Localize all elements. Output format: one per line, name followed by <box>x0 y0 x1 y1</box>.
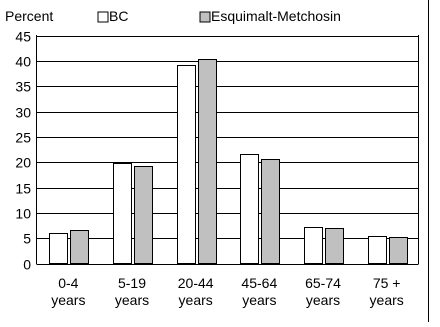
bar-esquimalt-metchosin-3 <box>261 159 280 264</box>
bar-bc-5 <box>368 236 387 264</box>
legend: BC Esquimalt-Metchosin <box>97 8 341 24</box>
y-tick-label: 40 <box>15 54 31 70</box>
bar-esquimalt-metchosin-4 <box>325 228 344 264</box>
legend-label-esquimalt-metchosin: Esquimalt-Metchosin <box>211 8 341 24</box>
bar-esquimalt-metchosin-0 <box>70 230 89 264</box>
y-tick-label: 25 <box>15 130 31 146</box>
y-axis-label: Percent <box>5 8 53 24</box>
x-tick-label: years <box>51 292 85 308</box>
x-tick-label: 75 + <box>373 275 401 291</box>
y-tick-label: 5 <box>23 231 31 247</box>
x-tick-label: 20-44 <box>178 275 214 291</box>
x-tick-label: 65-74 <box>305 275 341 291</box>
y-tick-label: 20 <box>15 155 31 171</box>
bar-bc-3 <box>240 154 259 264</box>
bar-bc-2 <box>177 65 196 264</box>
gridlines <box>36 36 419 265</box>
bar-esquimalt-metchosin-2 <box>198 59 217 264</box>
x-tick-label: years <box>370 292 404 308</box>
y-tick-label: 30 <box>15 105 31 121</box>
y-tick-label: 35 <box>15 79 31 95</box>
x-tick-label: years <box>115 292 149 308</box>
x-tick-label: 0-4 <box>58 275 78 291</box>
bar-bc-0 <box>49 233 68 264</box>
y-tick-label: 0 <box>23 257 31 273</box>
y-tick-labels: 0 5 10 15 20 25 30 35 40 45 <box>15 29 31 273</box>
bar-esquimalt-metchosin-5 <box>389 237 408 264</box>
x-tick-label: 45-64 <box>241 275 277 291</box>
y-tick-label: 15 <box>15 181 31 197</box>
bar-esquimalt-metchosin-1 <box>134 166 153 264</box>
bar-bc-1 <box>113 163 132 264</box>
legend-swatch-esquimalt-metchosin <box>199 11 211 23</box>
y-tick-label: 10 <box>15 206 31 222</box>
x-tick-label: years <box>242 292 276 308</box>
bars <box>49 59 408 264</box>
x-tick-labels: 0-4years5-19years20-44years45-64years65-… <box>51 275 404 308</box>
x-tick-label: years <box>306 292 340 308</box>
legend-swatch-bc <box>97 11 109 23</box>
legend-label-bc: BC <box>109 8 128 24</box>
y-tick-label: 45 <box>15 29 31 45</box>
x-tick-label: 5-19 <box>118 275 146 291</box>
bar-bc-4 <box>304 227 323 264</box>
x-tick-label: years <box>179 292 213 308</box>
